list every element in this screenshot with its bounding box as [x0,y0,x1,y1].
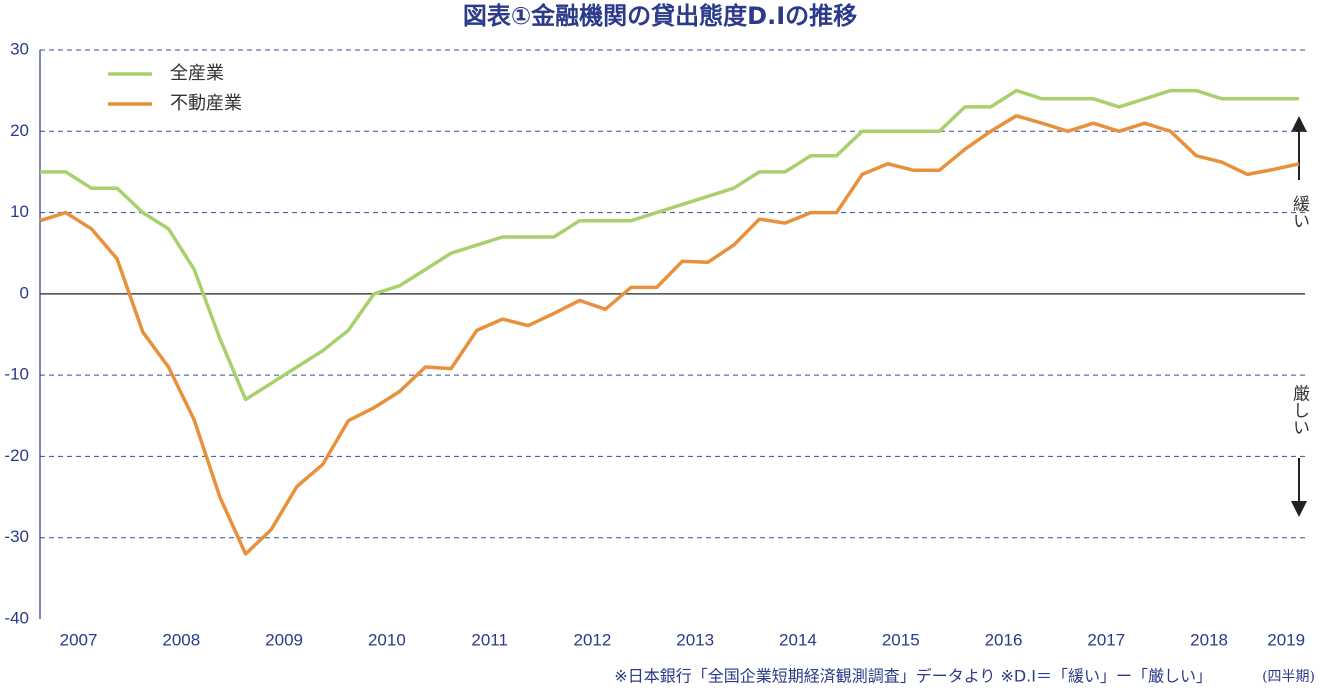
loose-annotation: 緩い [1289,116,1310,229]
x-tick-label: 2019 [1267,630,1305,649]
x-tick-label: 2013 [676,630,714,649]
y-tick-label: -10 [4,365,29,384]
y-tick-label: 20 [10,121,29,140]
arrow-head [1291,116,1307,132]
arrow-head [1291,501,1307,517]
legend-label: 不動産業 [170,93,242,114]
strict-label: 厳しい [1289,384,1310,435]
x-tick-label: 2007 [60,630,98,649]
x-tick-label: 2010 [368,630,406,649]
y-tick-label: -30 [4,527,29,546]
strict-annotation: 厳しい [1289,384,1310,517]
x-tick-label: 2008 [162,630,200,649]
unit-note: (四半期) [1262,669,1315,685]
footnote: ※日本銀行「全国企業短期経済観測調査」データより ※D.I＝「緩い」ー「厳しい」 [614,667,1212,686]
y-tick-label: 30 [10,39,29,58]
x-tick-label: 2014 [779,630,817,649]
series-line [40,88,1299,402]
x-tick-label: 2011 [471,630,508,649]
loose-label: 緩い [1289,195,1310,229]
series-line [39,114,1300,556]
x-tick-label: 2017 [1087,630,1125,649]
x-tick-label: 2016 [985,630,1023,649]
x-tick-label: 2018 [1190,630,1228,649]
y-tick-label: -20 [4,446,29,465]
x-tick-label: 2009 [265,630,303,649]
x-tick-label: 2012 [574,630,612,649]
y-tick-label: -40 [4,608,29,627]
chart-title: 図表①金融機関の貸出態度D.Iの推移 [463,2,857,30]
y-tick-label: 0 [20,283,29,302]
legend-label: 全産業 [170,63,224,84]
x-tick-label: 2015 [882,630,920,649]
y-tick-label: 10 [10,202,29,221]
